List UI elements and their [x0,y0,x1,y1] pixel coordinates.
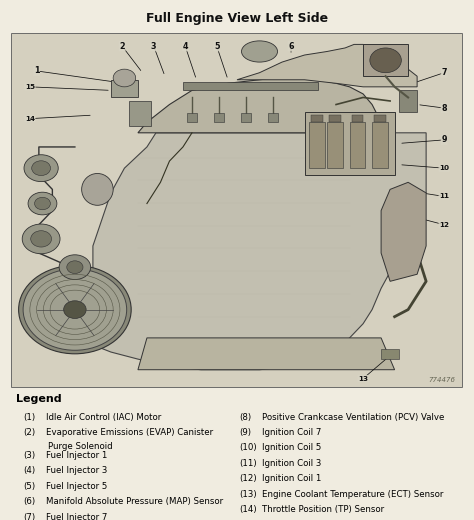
Text: 7: 7 [441,68,447,77]
Bar [111,80,138,97]
Text: (13): (13) [239,490,257,499]
Text: Engine Coolant Temperature (ECT) Sensor: Engine Coolant Temperature (ECT) Sensor [262,490,443,499]
Text: (1): (1) [23,412,35,422]
Polygon shape [138,338,394,370]
Text: 10: 10 [439,165,449,171]
Bar [187,113,197,122]
Ellipse shape [82,174,113,205]
Bar [129,101,151,126]
Text: Fuel Injector 3: Fuel Injector 3 [46,466,107,475]
Text: (10): (10) [239,444,257,452]
Bar [183,82,318,90]
Bar [349,122,365,168]
Text: 4: 4 [182,42,188,50]
Bar [372,122,388,168]
Text: 11: 11 [439,193,449,200]
Text: (9): (9) [239,428,251,437]
Circle shape [22,224,60,254]
Text: (11): (11) [239,459,257,468]
Polygon shape [237,44,417,87]
Bar [381,348,399,359]
Text: (8): (8) [239,412,251,422]
Polygon shape [138,76,381,133]
Text: (14): (14) [239,505,257,514]
Text: Ignition Coil 1: Ignition Coil 1 [262,474,321,484]
Text: Legend: Legend [16,394,62,404]
Text: Purge Solenoid: Purge Solenoid [48,443,112,451]
Text: Evaporative Emissions (EVAP) Canister: Evaporative Emissions (EVAP) Canister [46,428,213,437]
Text: 3: 3 [151,42,156,50]
Circle shape [35,197,50,210]
Polygon shape [381,183,426,281]
Text: (2): (2) [23,428,35,437]
Circle shape [67,261,83,274]
Polygon shape [93,133,426,370]
Text: Fuel Injector 1: Fuel Injector 1 [46,451,107,460]
Text: 9: 9 [441,135,447,145]
Text: Throttle Position (TP) Sensor: Throttle Position (TP) Sensor [262,505,384,514]
Circle shape [59,255,91,280]
Circle shape [18,265,131,354]
Text: (5): (5) [23,482,35,491]
Text: Fuel Injector 5: Fuel Injector 5 [46,482,107,491]
Text: Positive Crankcase Ventilation (PCV) Valve: Positive Crankcase Ventilation (PCV) Val… [262,412,444,422]
Bar [399,90,417,112]
Bar [363,44,408,76]
Circle shape [370,48,401,73]
Text: 15: 15 [25,84,35,90]
Bar [327,122,343,168]
Text: Idle Air Control (IAC) Motor: Idle Air Control (IAC) Motor [46,412,161,422]
Text: 14: 14 [25,115,35,122]
Bar [304,112,394,175]
Text: Ignition Coil 3: Ignition Coil 3 [262,459,321,468]
Text: 12: 12 [439,222,449,228]
Circle shape [31,231,52,247]
Text: Full Engine View Left Side: Full Engine View Left Side [146,12,328,25]
Text: 6: 6 [288,42,294,50]
Text: (6): (6) [23,497,35,506]
Bar [329,115,340,122]
Bar [241,113,251,122]
Text: Fuel Injector 7: Fuel Injector 7 [46,513,107,520]
Bar [309,122,325,168]
Text: (3): (3) [23,451,35,460]
Text: Ignition Coil 5: Ignition Coil 5 [262,444,321,452]
Circle shape [32,161,51,176]
Circle shape [23,269,127,350]
Text: 13: 13 [358,375,368,382]
Circle shape [24,155,58,181]
Bar [311,115,322,122]
Text: (4): (4) [23,466,35,475]
Text: 1: 1 [34,67,39,75]
Text: 5: 5 [214,42,219,50]
Text: Ignition Coil 7: Ignition Coil 7 [262,428,321,437]
Bar [352,115,363,122]
Text: (12): (12) [239,474,257,484]
Text: 2: 2 [119,42,125,50]
Text: Manifold Absolute Pressure (MAP) Sensor: Manifold Absolute Pressure (MAP) Sensor [46,497,223,506]
Circle shape [113,69,136,87]
Circle shape [28,192,57,215]
Bar [268,113,278,122]
Ellipse shape [241,41,277,62]
Bar [214,113,224,122]
Bar [374,115,385,122]
Text: 8: 8 [441,103,447,112]
Circle shape [64,301,86,318]
Text: (7): (7) [23,513,35,520]
Text: 774476: 774476 [428,377,456,383]
